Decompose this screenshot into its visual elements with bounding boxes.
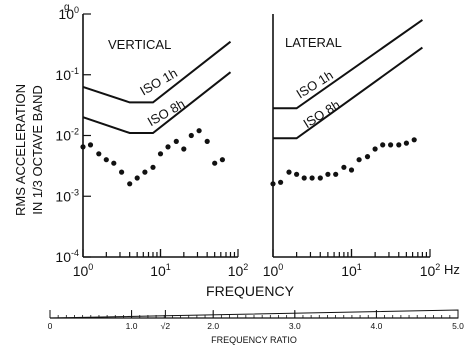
data-point-vertical	[134, 175, 140, 181]
data-point-lateral	[309, 175, 315, 181]
data-point-lateral	[294, 171, 300, 177]
ratio-tick-label: 4.0	[370, 321, 382, 331]
y-tick-label: 10-1	[55, 66, 79, 83]
data-point-lateral	[286, 169, 292, 175]
x-tick-label-lateral: 101	[341, 262, 362, 279]
data-point-vertical	[212, 160, 218, 166]
x-tick-label-vertical: 102	[228, 262, 249, 279]
data-point-lateral	[341, 164, 347, 170]
iso-curve-label-vertical: ISO 1h	[137, 65, 180, 98]
ratio-tick-label: 0	[48, 321, 53, 331]
data-point-vertical	[80, 144, 86, 150]
data-point-vertical	[119, 169, 125, 175]
data-point-lateral	[356, 157, 362, 163]
data-point-lateral	[388, 142, 394, 148]
y-axis-label-line1: RMS ACCELERATION	[13, 84, 28, 216]
data-point-lateral	[380, 142, 386, 148]
x-axis-label: FREQUENCY	[206, 283, 295, 299]
data-point-lateral	[372, 146, 378, 152]
data-point-lateral	[364, 154, 371, 160]
data-point-lateral	[411, 137, 417, 143]
y-unit-label: g	[64, 2, 70, 13]
x-tick-label-lateral: 100	[263, 262, 284, 279]
data-point-vertical	[87, 142, 94, 148]
data-point-vertical	[173, 138, 179, 144]
y-tick-label: 10-3	[55, 187, 79, 204]
iso-curve-vertical-0	[82, 40, 232, 104]
y-axis-label-line2: IN 1/3 OCTAVE BAND	[30, 85, 45, 215]
data-point-lateral	[278, 179, 284, 185]
data-point-lateral	[301, 175, 307, 181]
x-tick-label-lateral: 102	[420, 262, 441, 279]
x-tick-label-vertical: 100	[73, 262, 94, 279]
ratio-tick-label: 3.0	[289, 321, 301, 331]
data-point-vertical	[96, 151, 102, 157]
y-tick-label: 100	[58, 5, 79, 22]
data-point-lateral	[403, 140, 409, 146]
data-point-vertical	[150, 164, 156, 170]
x-tick-label-vertical: 101	[150, 262, 171, 279]
data-point-vertical	[219, 157, 225, 163]
data-point-vertical	[111, 160, 117, 166]
data-point-vertical	[127, 181, 133, 187]
y-tick-label: 10-2	[55, 127, 79, 144]
panel-title-lateral: LATERAL	[285, 35, 342, 50]
ratio-axis-label: FREQUENCY RATIO	[211, 335, 297, 345]
data-point-lateral	[325, 171, 331, 177]
iso-curve-lateral-0	[273, 19, 423, 110]
data-point-vertical	[142, 169, 148, 175]
iso-curve-lateral-1	[273, 46, 423, 140]
data-point-vertical	[103, 157, 109, 163]
x-unit-label: Hz	[444, 262, 460, 277]
data-point-lateral	[348, 167, 355, 173]
ratio-tick-label: 5.0	[452, 321, 464, 331]
y-tick-label: 10-4	[55, 248, 79, 265]
data-point-vertical	[204, 138, 210, 144]
ratio-tick-label: √2	[161, 321, 171, 331]
ratio-tick-label: 2.0	[207, 321, 219, 331]
data-point-vertical	[157, 151, 164, 157]
data-point-lateral	[333, 171, 339, 177]
data-point-lateral	[270, 181, 276, 187]
data-point-vertical	[188, 132, 194, 139]
data-point-vertical	[181, 146, 187, 152]
labels-group: g RMS ACCELERATION IN 1/3 OCTAVE BAND VE…	[13, 2, 460, 345]
data-point-lateral	[396, 142, 402, 148]
ratio-tick-label: 1.0	[126, 321, 138, 331]
data-point-vertical	[165, 144, 171, 150]
data-point-vertical	[196, 128, 202, 134]
data-point-lateral	[317, 175, 323, 181]
iso-curve-vertical-1	[82, 71, 232, 134]
data-points-group	[80, 128, 417, 187]
iso-curve-label-vertical: ISO 8h	[145, 96, 188, 129]
panel-title-vertical: VERTICAL	[108, 37, 171, 52]
